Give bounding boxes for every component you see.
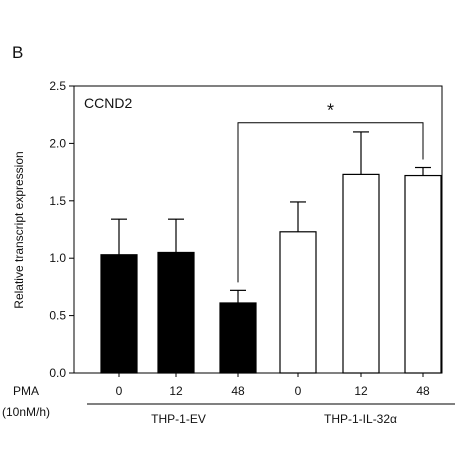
y-tick-label: 1.0	[49, 251, 66, 265]
significance-bracket	[237, 122, 424, 283]
bar	[219, 302, 257, 374]
bars-layer	[100, 131, 442, 374]
y-tick-label: 1.5	[49, 194, 66, 208]
x-tick-label: 12	[169, 384, 183, 398]
significance-marker: *	[327, 101, 334, 121]
y-tick-label: 2.0	[49, 136, 66, 150]
x-tick-label: 48	[231, 384, 245, 398]
y-axis-label: Relative transcript expression	[12, 151, 26, 308]
x-tick-label: 0	[295, 384, 302, 398]
panel-label: B	[12, 43, 23, 62]
bar	[100, 254, 138, 374]
axes-layer: 0.0 0.5 1.0 1.5 2.0 2.5 0 12 48 0 12 48 THP-1-EV THP-…	[49, 79, 455, 426]
bar	[404, 174, 442, 374]
bar	[157, 251, 195, 374]
y-tick-label: 0.0	[49, 366, 66, 380]
y-tick-label: 2.5	[49, 79, 66, 93]
x-tick-label: 12	[354, 384, 368, 398]
group-label: THP-1-EV	[151, 412, 206, 426]
x-header-line-1: PMA	[13, 384, 39, 398]
x-header-line-2: (10nM/h)	[2, 405, 50, 419]
annotation-layer: *	[237, 101, 424, 283]
chart-title: CCND2	[84, 95, 132, 111]
group-label: THP-1-IL-32α	[324, 412, 397, 426]
x-tick-label: 48	[416, 384, 430, 398]
bar	[279, 231, 317, 374]
x-tick-label: 0	[116, 384, 123, 398]
bar	[342, 173, 380, 374]
y-tick-label: 0.5	[49, 309, 66, 323]
plot-frame	[73, 85, 443, 374]
